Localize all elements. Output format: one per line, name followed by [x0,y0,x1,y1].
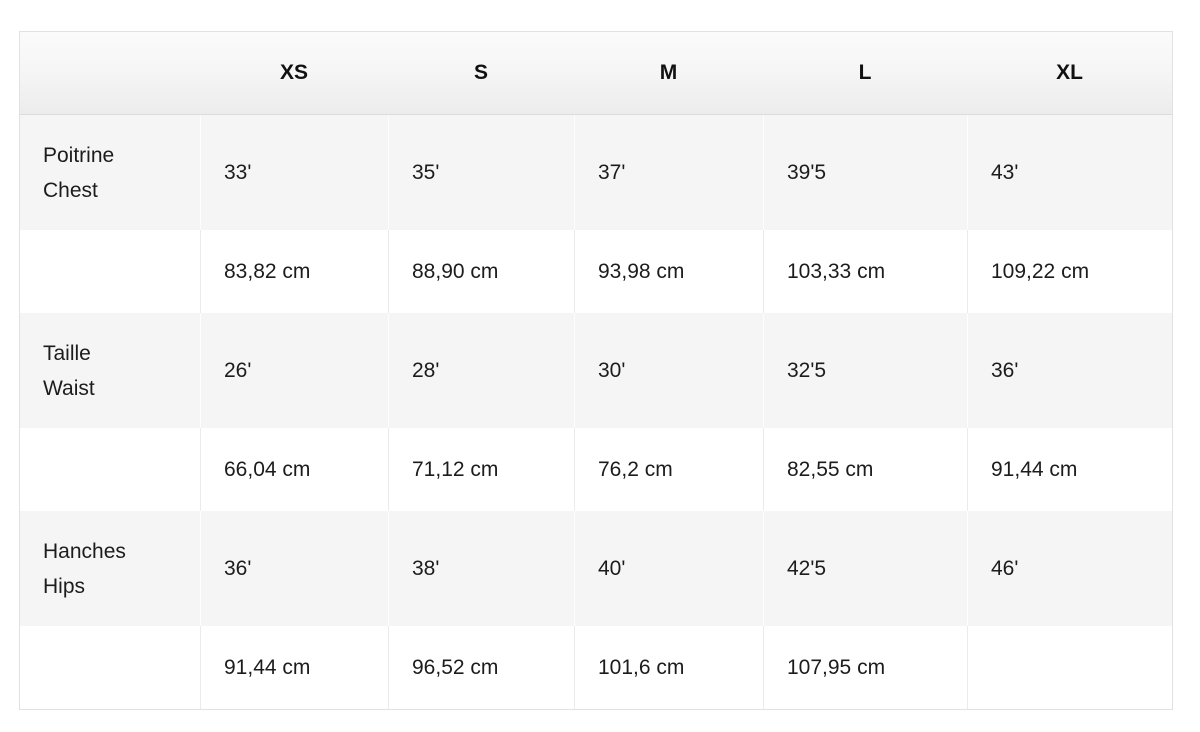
table-row-chest-cm: 83,82 cm 88,90 cm 93,98 cm 103,33 cm 109… [20,230,1172,313]
cell-waist-cm-s: 71,12 cm [388,428,574,511]
cell-waist-cm-m: 76,2 cm [574,428,763,511]
cell-hips-m: 40' [574,511,763,626]
header-row: XS S M L XL [20,32,1172,115]
cell-hips-xl: 46' [967,511,1172,626]
cell-chest-xl: 43' [967,115,1172,230]
size-chart: XS S M L XL Poitrine Chest 33' 35' 37' 3… [19,31,1173,710]
cell-waist-xl: 36' [967,313,1172,428]
row-label-line-en: Waist [43,376,95,400]
cell-chest-cm-m: 93,98 cm [574,230,763,313]
row-label-waist: Taille Waist [20,313,200,428]
row-label-empty [20,626,200,709]
cell-waist-l: 32'5 [763,313,967,428]
cell-hips-l: 42'5 [763,511,967,626]
table-row-waist-cm: 66,04 cm 71,12 cm 76,2 cm 82,55 cm 91,44… [20,428,1172,511]
cell-hips-cm-xl [967,626,1172,709]
table-row-waist-inches: Taille Waist 26' 28' 30' 32'5 36' [20,313,1172,428]
row-label-chest: Poitrine Chest [20,115,200,230]
cell-chest-xs: 33' [200,115,388,230]
cell-waist-m: 30' [574,313,763,428]
cell-hips-s: 38' [388,511,574,626]
row-label-line-en: Hips [43,574,86,598]
row-label-line-fr: Poitrine [43,143,115,167]
cell-waist-cm-xs: 66,04 cm [200,428,388,511]
table-row-chest-inches: Poitrine Chest 33' 35' 37' 39'5 43' [20,115,1172,230]
cell-hips-cm-s: 96,52 cm [388,626,574,709]
cell-chest-cm-xs: 83,82 cm [200,230,388,313]
row-label-line-fr: Hanches [43,539,126,563]
table-row-hips-inches: Hanches Hips 36' 38' 40' 42'5 46' [20,511,1172,626]
row-label-empty [20,230,200,313]
cell-chest-cm-s: 88,90 cm [388,230,574,313]
cell-hips-cm-l: 107,95 cm [763,626,967,709]
size-chart-table: XS S M L XL Poitrine Chest 33' 35' 37' 3… [19,31,1173,710]
cell-chest-l: 39'5 [763,115,967,230]
cell-waist-xs: 26' [200,313,388,428]
column-header-xs: XS [200,32,388,115]
cell-waist-s: 28' [388,313,574,428]
cell-chest-cm-xl: 109,22 cm [967,230,1172,313]
cell-hips-cm-m: 101,6 cm [574,626,763,709]
cell-chest-s: 35' [388,115,574,230]
table-row-hips-cm: 91,44 cm 96,52 cm 101,6 cm 107,95 cm [20,626,1172,709]
row-label-line-fr: Taille [43,341,91,365]
row-label-line-en: Chest [43,178,98,202]
cell-chest-cm-l: 103,33 cm [763,230,967,313]
column-header-l: L [763,32,967,115]
row-label-empty [20,428,200,511]
row-label-hips: Hanches Hips [20,511,200,626]
column-header-blank [20,32,200,115]
column-header-m: M [574,32,763,115]
cell-waist-cm-l: 82,55 cm [763,428,967,511]
cell-chest-m: 37' [574,115,763,230]
column-header-xl: XL [967,32,1172,115]
cell-hips-xs: 36' [200,511,388,626]
cell-waist-cm-xl: 91,44 cm [967,428,1172,511]
cell-hips-cm-xs: 91,44 cm [200,626,388,709]
column-header-s: S [388,32,574,115]
